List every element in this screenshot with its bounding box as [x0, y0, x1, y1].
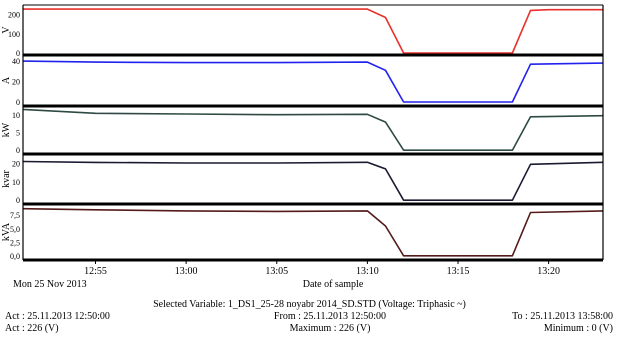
selected-variable-label: Selected Variable: 1_DS1_25-28 noyabr 20…	[153, 299, 466, 310]
ytick-v-2: 200	[8, 11, 20, 20]
chart-area: 0100200V02040A0510kW01020kvar0,02,55,07,…	[1, 4, 604, 290]
ylabel-v: V	[1, 26, 12, 34]
ytick-v-1: 100	[8, 30, 20, 39]
ytick-a-2: 40	[12, 57, 20, 66]
xtick-label-5: 13:20	[537, 266, 560, 277]
ytick-a-0: 0	[16, 98, 20, 107]
x-date-label: Mon 25 Nov 2013	[13, 279, 87, 290]
series-line-kvar	[22, 160, 604, 201]
ytick-kva-1: 2,5	[10, 238, 20, 247]
ylabel-a: A	[1, 76, 12, 84]
xtick-label-2: 13:05	[265, 266, 288, 277]
ytick-kw-1: 5	[16, 129, 20, 138]
act-value-label: Act : 226 (V)	[5, 323, 59, 334]
xtick-label-1: 13:00	[175, 266, 198, 277]
to-label: To : 25.11.2013 13:58:00	[512, 311, 613, 322]
ytick-kvar-1: 10	[12, 178, 20, 187]
maximum-label: Maximum : 226 (V)	[289, 323, 371, 334]
xtick-label-3: 13:10	[356, 266, 379, 277]
series-line-kw	[22, 108, 604, 151]
ytick-a-1: 20	[12, 78, 20, 87]
ytick-kva-3: 7,5	[10, 211, 20, 220]
minimum-label: Minimum : 0 (V)	[543, 323, 613, 334]
ylabel-kw: kW	[1, 122, 12, 137]
series-line-v	[23, 8, 603, 54]
ytick-kvar-2: 20	[12, 159, 20, 168]
xtick-label-0: 12:55	[84, 266, 107, 277]
ylabel-kvar: kvar	[1, 169, 12, 187]
ytick-kw-0: 0	[16, 146, 20, 155]
series-line-a	[22, 60, 604, 103]
ytick-kva-0: 0,0	[10, 252, 20, 261]
ytick-v-0: 0	[16, 49, 20, 58]
ytick-kw-2: 10	[12, 111, 20, 120]
xtick-label-4: 13:15	[447, 266, 470, 277]
from-label: From : 25.11.2013 12:50:00	[273, 311, 387, 322]
act-date-label: Act : 25.11.2013 12:50:00	[5, 311, 110, 322]
x-axis-label: Date of sample	[303, 279, 364, 290]
series-line-kva	[22, 207, 604, 257]
ytick-kvar-0: 0	[16, 196, 20, 205]
ylabel-kva: kVA	[1, 222, 12, 241]
ytick-kva-2: 5,0	[10, 225, 20, 234]
